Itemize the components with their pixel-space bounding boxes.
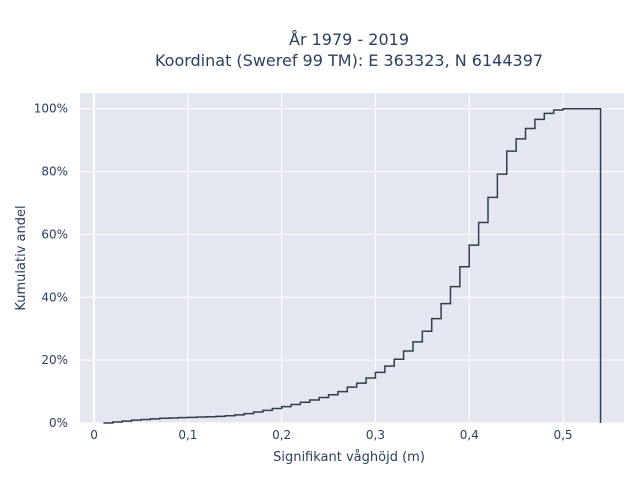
x-tick-label-4: 0,4 — [460, 428, 479, 442]
ecdf-series-line-0 — [103, 107, 602, 424]
series-layer — [103, 107, 602, 424]
x-tick-label-0: 0 — [90, 428, 98, 442]
y-tick-label-1: 20% — [41, 353, 68, 367]
chart-title-line2: Koordinat (Sweref 99 TM): E 363323, N 61… — [155, 51, 543, 70]
x-axis-ticks: 0 0,1 0,2 0,3 0,4 0,5 — [90, 428, 572, 442]
x-axis-title: Signifikant våghöjd (m) — [273, 450, 425, 465]
x-tick-label-5: 0,5 — [553, 428, 572, 442]
y-tick-label-4: 80% — [41, 165, 68, 179]
y-tick-label-0: 0% — [49, 416, 68, 430]
y-tick-label-2: 40% — [41, 290, 68, 304]
y-axis-ticks: 0% 20% 40% 60% 80% 100% — [34, 102, 68, 430]
y-tick-label-5: 100% — [34, 102, 68, 116]
x-tick-label-3: 0,3 — [366, 428, 385, 442]
x-tick-label-2: 0,2 — [272, 428, 291, 442]
y-tick-label-3: 60% — [41, 227, 68, 241]
plot-area — [80, 93, 624, 423]
chart-title-line1: År 1979 - 2019 — [289, 30, 409, 49]
x-tick-label-1: 0,1 — [178, 428, 197, 442]
y-axis-title: Kumulativ andel — [14, 205, 29, 310]
